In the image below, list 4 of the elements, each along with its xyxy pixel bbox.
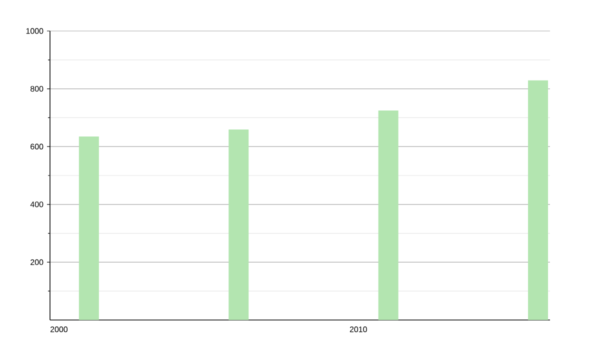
bar bbox=[78, 136, 99, 320]
bar bbox=[228, 130, 249, 320]
bar bbox=[378, 110, 398, 320]
bar bbox=[528, 80, 548, 320]
